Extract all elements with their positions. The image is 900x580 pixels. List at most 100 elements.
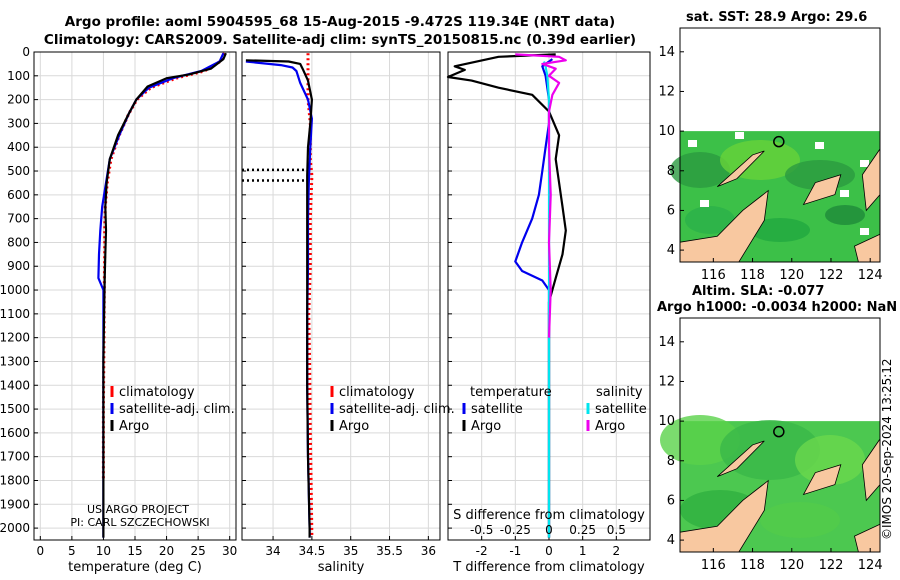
legend-label: satellite-adj. clim. <box>339 402 455 417</box>
argo-float-marker <box>773 425 785 438</box>
x-axis-label: salinity <box>318 560 365 575</box>
x-tick-label: 124 <box>858 268 883 283</box>
y-tick-label: 1600 <box>0 426 30 440</box>
pi-note: PI: CARL SZCZECHOWSKI <box>70 516 209 529</box>
y-tick-label: 1700 <box>0 450 30 464</box>
argo-float-marker <box>773 135 785 148</box>
series-satellite-adj-clim- <box>97 52 225 538</box>
map-frame <box>679 27 881 263</box>
x-tick-label: 35.5 <box>376 544 403 558</box>
missing-data-cell <box>860 228 869 235</box>
axes-frame <box>241 51 441 541</box>
map-data-patch <box>685 206 735 234</box>
land-island <box>802 174 842 206</box>
legend-label: climatology <box>339 385 415 400</box>
project-note: US ARGO PROJECT <box>87 503 189 516</box>
x-tick-label: 116 <box>701 268 726 283</box>
secondary-x-tick-label: 0.25 <box>569 523 596 537</box>
y-tick-label: 1300 <box>0 354 30 368</box>
land-island <box>802 464 842 496</box>
y-tick-label: 800 <box>7 235 30 249</box>
figure-title-line2: Climatology: CARS2009. Satellite-adj cli… <box>43 32 637 48</box>
legend-label: Argo <box>339 419 369 434</box>
series-temperature-satellite <box>514 58 554 538</box>
y-tick-label: 400 <box>7 140 30 154</box>
y-tick-label: 1200 <box>0 331 30 345</box>
y-tick-label: 10 <box>658 124 675 139</box>
map-data-patch <box>750 218 810 242</box>
series-argo <box>245 59 313 538</box>
y-tick-label: 1000 <box>0 283 30 297</box>
x-tick-label: 34 <box>265 544 280 558</box>
x-tick-label: 118 <box>740 268 765 283</box>
x-tick-label: 122 <box>819 558 844 573</box>
missing-data-cell <box>700 200 709 207</box>
legend-label: Argo <box>119 419 149 434</box>
map-data-patch <box>720 420 820 480</box>
y-tick-label: 1800 <box>0 473 30 487</box>
y-tick-label: 4 <box>667 243 675 258</box>
x-tick-label: 20 <box>159 544 174 558</box>
legend-label: climatology <box>119 385 195 400</box>
series-temperature-argo <box>446 53 567 538</box>
x-tick-label: 122 <box>819 268 844 283</box>
y-tick-label: 10 <box>658 414 675 429</box>
secondary-x-axis-label: S difference from climatology <box>453 508 645 523</box>
y-tick-label: 4 <box>667 533 675 548</box>
sla-map-title-line1: Altim. SLA: -0.077 <box>692 284 825 299</box>
y-tick-label: 2000 <box>0 521 30 535</box>
y-tick-label: 1400 <box>0 378 30 392</box>
figure-title-line1: Argo profile: aoml 5904595_68 15-Aug-201… <box>64 14 616 30</box>
secondary-x-tick-label: 0.5 <box>607 523 626 537</box>
x-tick-label: 120 <box>779 268 804 283</box>
map-data-patch <box>670 152 730 188</box>
x-tick-label: 120 <box>779 558 804 573</box>
missing-data-cell <box>735 132 744 139</box>
sst-map: 116 118 120 122 124 4 6 8 10 12 14 <box>658 27 883 283</box>
series-salinity-argo <box>515 53 567 338</box>
legend-title-temperature: temperature <box>470 385 552 400</box>
missing-data-cell <box>860 160 869 167</box>
x-tick-label: -1 <box>509 544 521 558</box>
y-tick-label: 600 <box>7 188 30 202</box>
x-axis-label: T difference from climatology <box>452 560 645 575</box>
legend-label: Argo <box>471 419 501 434</box>
secondary-x-tick-label: 0 <box>545 523 553 537</box>
map-data-patch <box>825 205 865 225</box>
x-tick-label: 35 <box>343 544 358 558</box>
y-tick-label: 1500 <box>0 402 30 416</box>
sla-map: 116 118 120 122 124 4 6 8 10 12 14 <box>658 317 883 573</box>
y-tick-label: 6 <box>667 493 675 508</box>
missing-data-cell <box>840 190 849 197</box>
x-tick-label: 118 <box>740 558 765 573</box>
x-tick-label: 116 <box>701 558 726 573</box>
y-tick-label: 14 <box>658 45 675 60</box>
x-tick-label: 0 <box>545 544 553 558</box>
secondary-x-tick-label: -0.25 <box>500 523 531 537</box>
series-satellite-adj-clim- <box>245 60 313 538</box>
y-tick-label: 1900 <box>0 497 30 511</box>
y-tick-label: 100 <box>7 69 30 83</box>
secondary-x-tick-label: -0.5 <box>470 523 493 537</box>
legend-label: satellite-adj. clim. <box>119 402 235 417</box>
x-tick-label: 34.5 <box>299 544 326 558</box>
x-tick-label: 1 <box>579 544 587 558</box>
legend-label: Argo <box>595 419 625 434</box>
sst-map-title: sat. SST: 28.9 Argo: 29.6 <box>686 10 868 25</box>
x-tick-label: 15 <box>127 544 142 558</box>
missing-data-cell <box>815 142 824 149</box>
y-tick-label: 6 <box>667 203 675 218</box>
y-tick-label: 0 <box>22 45 30 59</box>
x-tick-label: 10 <box>96 544 111 558</box>
series-argo <box>102 52 227 538</box>
y-tick-label: 1100 <box>0 307 30 321</box>
y-tick-label: 300 <box>7 116 30 130</box>
difference-profile: -2 -1 0 1 2 T difference from climatology temp… <box>446 51 651 575</box>
temperature-profile: 0 5 10 15 20 25 30 temperature (deg C) 0 100 200 30… <box>0 45 237 575</box>
sla-map-title-line2: Argo h1000: -0.0034 h2000: NaN <box>657 300 898 315</box>
missing-data-cell <box>688 140 697 147</box>
x-tick-label: 25 <box>190 544 205 558</box>
y-tick-label: 12 <box>658 374 675 389</box>
y-tick-label: 700 <box>7 212 30 226</box>
